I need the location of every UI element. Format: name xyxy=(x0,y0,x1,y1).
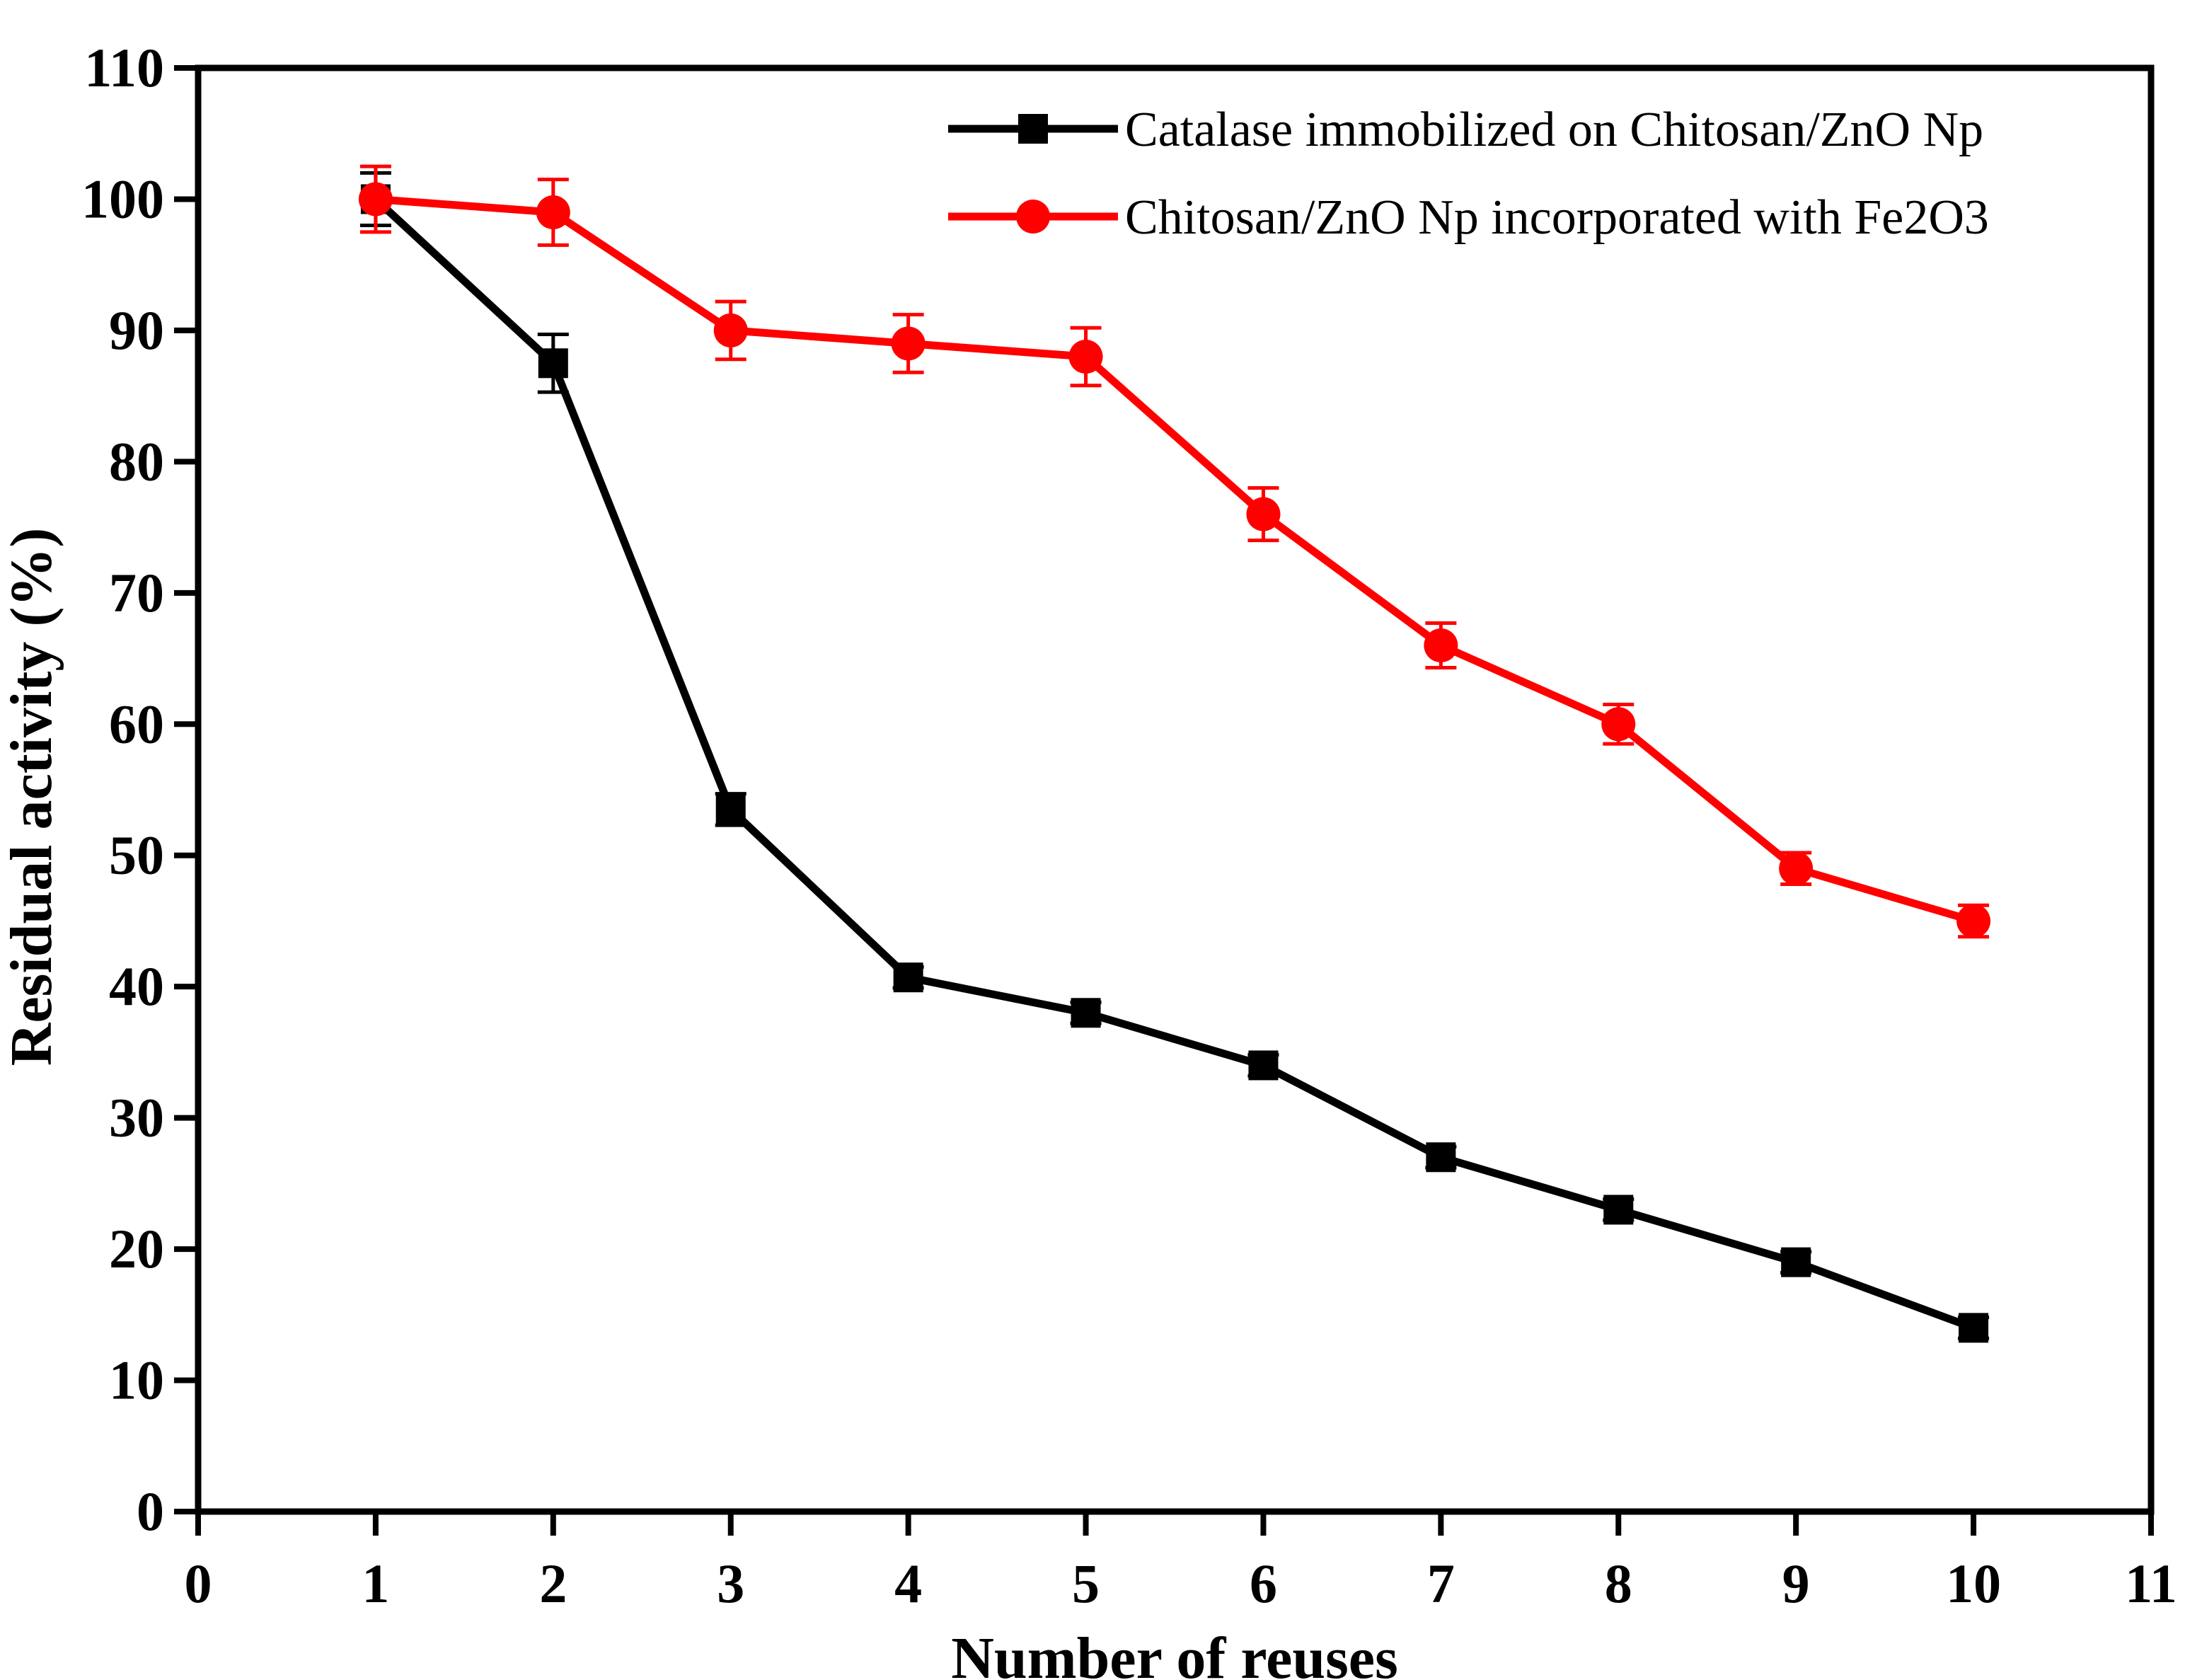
x-tick-label: 11 xyxy=(2125,1553,2177,1614)
y-tick-label: 40 xyxy=(109,955,164,1017)
data-point-circle xyxy=(1779,851,1814,886)
x-tick-label: 7 xyxy=(1427,1553,1455,1614)
x-tick-label: 5 xyxy=(1072,1553,1100,1614)
data-point-square xyxy=(1959,1313,1989,1343)
x-tick-label: 0 xyxy=(185,1553,212,1614)
x-tick-label: 4 xyxy=(894,1553,922,1614)
data-point-circle xyxy=(536,195,570,229)
x-tick-label: 6 xyxy=(1250,1553,1277,1614)
x-tick-label: 10 xyxy=(1946,1553,2001,1614)
legend-label: Catalase immobilized on Chitosan/ZnO Np xyxy=(1125,103,1983,157)
data-point-circle xyxy=(891,326,926,361)
y-tick-label: 60 xyxy=(109,693,164,754)
legend-item-1: Catalase immobilized on Chitosan/ZnO Np xyxy=(948,103,1983,157)
data-point-square xyxy=(715,794,746,824)
data-point-square xyxy=(538,348,568,379)
data-point-circle xyxy=(1246,497,1281,531)
data-point-square xyxy=(893,962,923,993)
data-point-square xyxy=(1426,1142,1456,1173)
y-tick-label: 50 xyxy=(109,824,164,886)
data-point-circle xyxy=(358,182,393,217)
series-line xyxy=(373,196,1975,1332)
x-tick-label: 2 xyxy=(539,1553,567,1614)
y-tick-label: 90 xyxy=(109,299,164,361)
x-axis-title: Number of reuses xyxy=(951,1626,1398,1680)
x-tick-label: 3 xyxy=(717,1553,744,1614)
y-tick-label: 80 xyxy=(109,430,164,492)
data-point-square xyxy=(1781,1247,1811,1277)
plot-data-layer xyxy=(358,164,1991,1343)
data-point-circle xyxy=(1068,340,1103,374)
series-2 xyxy=(358,164,1991,939)
series-line xyxy=(375,195,1975,925)
y-tick-label: 10 xyxy=(109,1350,164,1411)
y-tick-label: 0 xyxy=(137,1480,164,1542)
data-point-circle xyxy=(713,313,748,347)
x-tick-label: 9 xyxy=(1782,1553,1810,1614)
y-axis-title: Residual activity (%) xyxy=(0,528,64,1066)
x-tick-label: 1 xyxy=(362,1553,389,1614)
series-1 xyxy=(359,171,1990,1343)
data-point-circle xyxy=(1956,904,1991,938)
data-point-circle xyxy=(1601,707,1636,742)
y-tick-label: 70 xyxy=(109,562,164,623)
y-tick-label: 30 xyxy=(109,1087,164,1149)
x-tick-label: 8 xyxy=(1605,1553,1632,1614)
y-tick-label: 20 xyxy=(109,1218,164,1279)
y-tick-label: 110 xyxy=(84,37,164,98)
data-point-circle xyxy=(1424,628,1458,662)
y-tick-label: 100 xyxy=(81,168,164,229)
legend: Catalase immobilized on Chitosan/ZnO Np C… xyxy=(948,103,1989,245)
data-point-square xyxy=(1071,998,1101,1028)
data-point-square xyxy=(1603,1195,1634,1225)
legend-label: Chitosan/ZnO Np incorporated with Fe2O3 xyxy=(1125,190,1989,245)
data-point-square xyxy=(1248,1050,1279,1081)
legend-marker-square xyxy=(1018,114,1048,144)
legend-marker-circle xyxy=(1016,200,1050,234)
legend-item-2: Chitosan/ZnO Np incorporated with Fe2O3 xyxy=(948,190,1989,245)
plot-frame xyxy=(195,64,2155,1515)
